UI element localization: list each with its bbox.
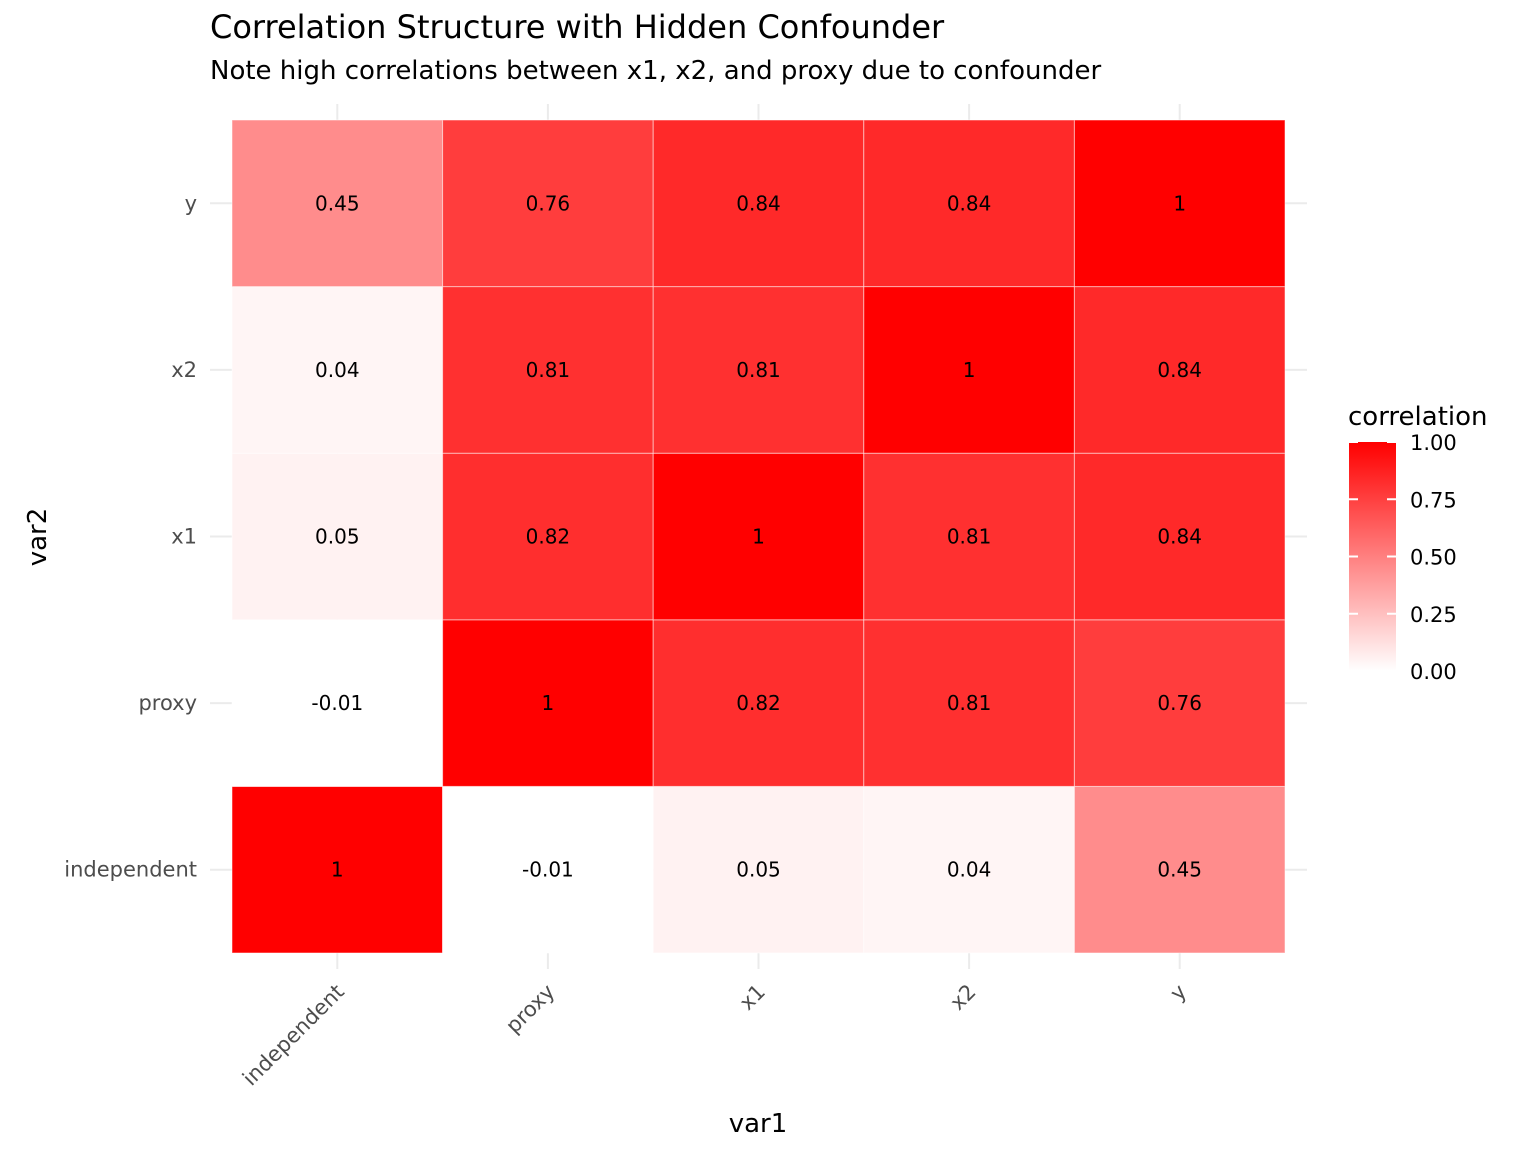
x-tick-label: x1 [735,980,770,1015]
chart-subtitle: Note high correlations between x1, x2, a… [210,56,1102,86]
cell-value-label: 1 [542,691,555,715]
cell-value-label: 0.81 [736,358,781,382]
cell-value-label: -0.01 [311,691,363,715]
cell-value-label: 0.84 [947,191,992,215]
x-axis-title: var1 [729,1109,788,1139]
y-tick-label: independent [64,858,197,882]
heatmap-cell [652,286,865,454]
heatmap-cell [231,286,444,454]
heatmap-cell [442,785,654,954]
heatmap-cell [442,119,654,288]
cell-value-label: 0.84 [1157,525,1202,549]
y-axis-title: var2 [23,508,53,567]
legend-tick-label: 1.00 [1410,431,1457,455]
legend-tick-label: 0.50 [1410,546,1457,570]
cell-value-label: 1 [1173,191,1186,215]
chart-title: Correlation Structure with Hidden Confou… [210,8,945,46]
heatmap-cell [231,619,444,787]
heatmap-cell [442,286,654,454]
cell-labels: 1 -0.01 0.05 0.04 0.45 -0.01 1 0.82 0.81 0.76 0.05… [311,191,1202,881]
heatmap-cell [442,619,654,787]
y-tick-label: y [185,191,197,215]
heatmap-cell [863,452,1075,621]
cell-value-label: 0.45 [315,191,360,215]
cell-value-label: 0.05 [736,858,781,882]
color-legend: correlation 0.00 0.25 0.50 0.75 1.00 [1348,402,1488,684]
x-tick-label: x2 [945,980,980,1015]
heatmap-cell [863,785,1075,954]
heatmap-cell [231,785,444,954]
heatmap-cell [863,286,1075,454]
heatmap-cell [1073,785,1286,954]
legend-tick-label: 0.25 [1410,603,1457,627]
heatmap-cell [652,452,865,621]
cell-value-label: 0.82 [736,691,781,715]
heatmap-cell [231,452,444,621]
heatmap-cell [231,119,444,288]
heatmap-cell [1073,452,1286,621]
cell-value-label: 0.81 [526,358,571,382]
legend-title: correlation [1348,402,1488,432]
heatmap-cell [442,452,654,621]
cell-value-label: 0.76 [1157,691,1202,715]
cell-value-label: 0.45 [1157,858,1202,882]
cell-value-label: 0.05 [315,525,360,549]
cell-value-label: 0.04 [947,858,992,882]
heatmap-cell [1073,119,1286,288]
cell-value-label: 0.84 [1157,358,1202,382]
cell-value-label: 0.81 [947,525,992,549]
x-tick-label: independent [238,980,349,1091]
y-axis-ticks: independent proxy x1 x2 y [64,191,197,881]
cell-value-label: 1 [331,858,344,882]
y-tick-label: x1 [171,525,197,549]
legend-tick-label: 0.75 [1410,488,1457,512]
heatmap-cell [863,619,1075,787]
x-tick-label: proxy [501,980,559,1038]
cell-value-label: 0.84 [736,191,781,215]
heatmap-cell [652,619,865,787]
heatmap-cell [652,119,865,288]
cell-value-label: 1 [963,358,976,382]
cell-value-label: 1 [752,525,765,549]
heatmap-cell [1073,286,1286,454]
legend-tick-label: 0.00 [1410,660,1457,684]
y-tick-label: x2 [171,358,197,382]
cell-value-label: 0.81 [947,691,992,715]
x-axis-ticks: independent proxy x1 x2 y [238,980,1191,1091]
heatmap-tiles [231,119,1286,954]
heatmap-cell [652,785,865,954]
cell-value-label: -0.01 [522,858,574,882]
heatmap-cell [1073,619,1286,787]
cell-value-label: 0.04 [315,358,360,382]
cell-value-label: 0.76 [526,191,571,215]
y-tick-label: proxy [138,691,197,715]
cell-value-label: 0.82 [526,525,571,549]
x-tick-label: y [1165,980,1191,1006]
